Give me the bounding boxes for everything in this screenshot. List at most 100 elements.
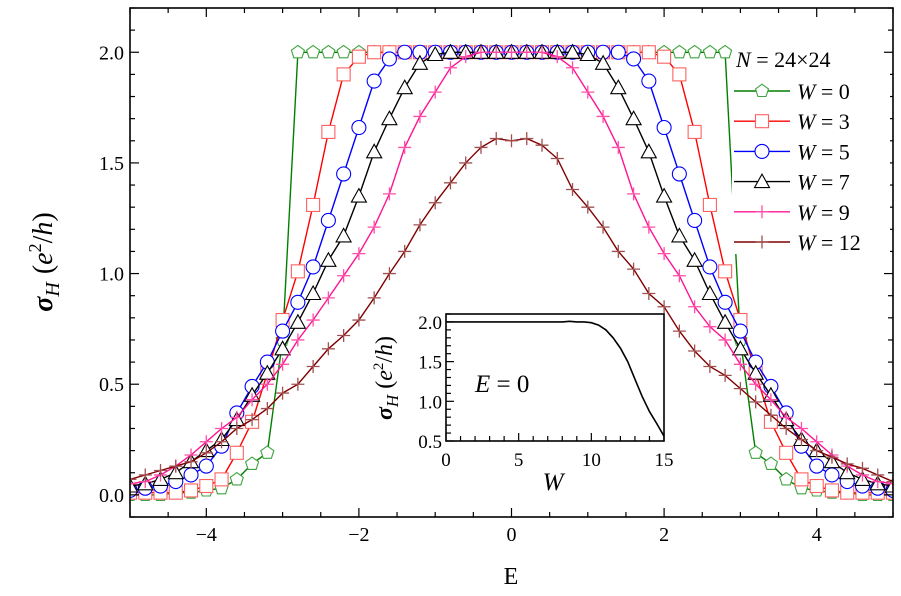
x-tick-label: 0 (507, 524, 517, 546)
data-point (245, 413, 259, 427)
inset-y-tick-label: 1.0 (418, 392, 442, 413)
data-point (702, 259, 718, 275)
data-point (169, 459, 183, 473)
legend-marker (755, 235, 769, 249)
inset-annotation: E = 0 (474, 371, 529, 398)
legend-label-var: W (797, 139, 817, 164)
inset-y-axis-label: σH(e2/h) (371, 336, 402, 420)
data-point (305, 259, 321, 275)
legend: W = 0W = 3W = 5W = 7W = 9W = 12 (732, 72, 890, 255)
data-point (130, 477, 139, 493)
data-point (443, 176, 457, 190)
data-point (366, 73, 382, 89)
data-point (520, 45, 534, 59)
data-point (290, 264, 305, 279)
data-point (779, 471, 794, 486)
data-point (594, 54, 612, 70)
inset-x-tick-label: 10 (582, 450, 601, 471)
data-point (199, 446, 213, 460)
data-point (640, 143, 658, 159)
data-point (809, 458, 825, 474)
y-tick-label: 0.0 (99, 485, 124, 507)
data-point (459, 156, 473, 170)
data-point (657, 300, 671, 314)
legend-label-value: = 12 (815, 230, 860, 255)
data-point (701, 284, 719, 301)
data-point (230, 410, 244, 424)
data-point (275, 323, 291, 339)
data-point (703, 320, 717, 334)
data-point (244, 456, 260, 470)
data-point (183, 467, 199, 483)
data-point (718, 368, 732, 382)
legend-label-value: = 5 (815, 139, 849, 164)
legend-marker (753, 172, 771, 189)
data-point (276, 357, 290, 371)
legend-label-value: = 7 (815, 170, 849, 195)
data-point (199, 478, 214, 494)
data-point (718, 333, 732, 347)
data-point (426, 45, 444, 62)
legend-marker (754, 114, 770, 129)
data-point (657, 247, 671, 261)
data-point (581, 200, 595, 214)
data-point (229, 445, 244, 460)
data-point (596, 109, 610, 123)
data-point (810, 444, 824, 458)
data-point (672, 269, 686, 283)
data-point (688, 344, 702, 358)
main-plot-axes: −4 −2 0 2 4 0.0 0.5 1.0 1.5 2.0 (99, 7, 894, 546)
legend-label: W = 3 (797, 109, 850, 134)
data-point (840, 457, 854, 471)
data-point (260, 377, 274, 391)
data-point (610, 44, 626, 60)
data-point (289, 313, 307, 329)
x-tick-label: 4 (812, 524, 822, 546)
data-point (274, 340, 292, 356)
legend-label-var: W (797, 200, 817, 225)
y-axis-label: σH(e2/h) (25, 212, 64, 311)
data-point (672, 44, 687, 59)
data-point (184, 455, 198, 469)
legend-title: N = 24×24 (735, 47, 831, 72)
data-point (550, 50, 564, 64)
data-point (398, 244, 412, 258)
data-point (321, 44, 336, 59)
data-point (824, 483, 840, 498)
data-point (764, 408, 778, 422)
data-point (626, 51, 642, 67)
data-point (367, 291, 381, 305)
data-point (763, 456, 779, 470)
data-point (566, 61, 580, 75)
data-point (764, 393, 778, 407)
data-point (779, 410, 793, 424)
data-point (535, 45, 549, 59)
data-point (625, 110, 643, 126)
y-tick-label: 0.5 (99, 374, 124, 396)
legend-label: W = 12 (797, 230, 861, 255)
data-point (337, 329, 351, 343)
data-point (306, 313, 320, 327)
data-point (794, 421, 808, 435)
data-point (671, 166, 687, 182)
data-point (428, 85, 442, 99)
data-point (520, 132, 534, 146)
data-point (214, 472, 229, 487)
legend-entry: W = 9 (734, 200, 850, 225)
data-point (703, 360, 717, 374)
data-point (138, 468, 152, 482)
data-point (687, 44, 702, 59)
x-tick-label: 2 (659, 524, 669, 546)
data-point (672, 324, 686, 338)
data-point (779, 421, 793, 435)
legend-entry: W = 3 (734, 109, 850, 134)
data-point (670, 227, 688, 243)
inset-y-tick-label: 1.5 (418, 353, 442, 374)
data-point (657, 49, 672, 64)
data-point (627, 187, 641, 201)
data-point (686, 251, 704, 267)
legend-label: W = 9 (797, 200, 850, 225)
data-point (779, 445, 794, 460)
legend-label: W = 5 (797, 139, 850, 164)
data-point (672, 67, 687, 82)
